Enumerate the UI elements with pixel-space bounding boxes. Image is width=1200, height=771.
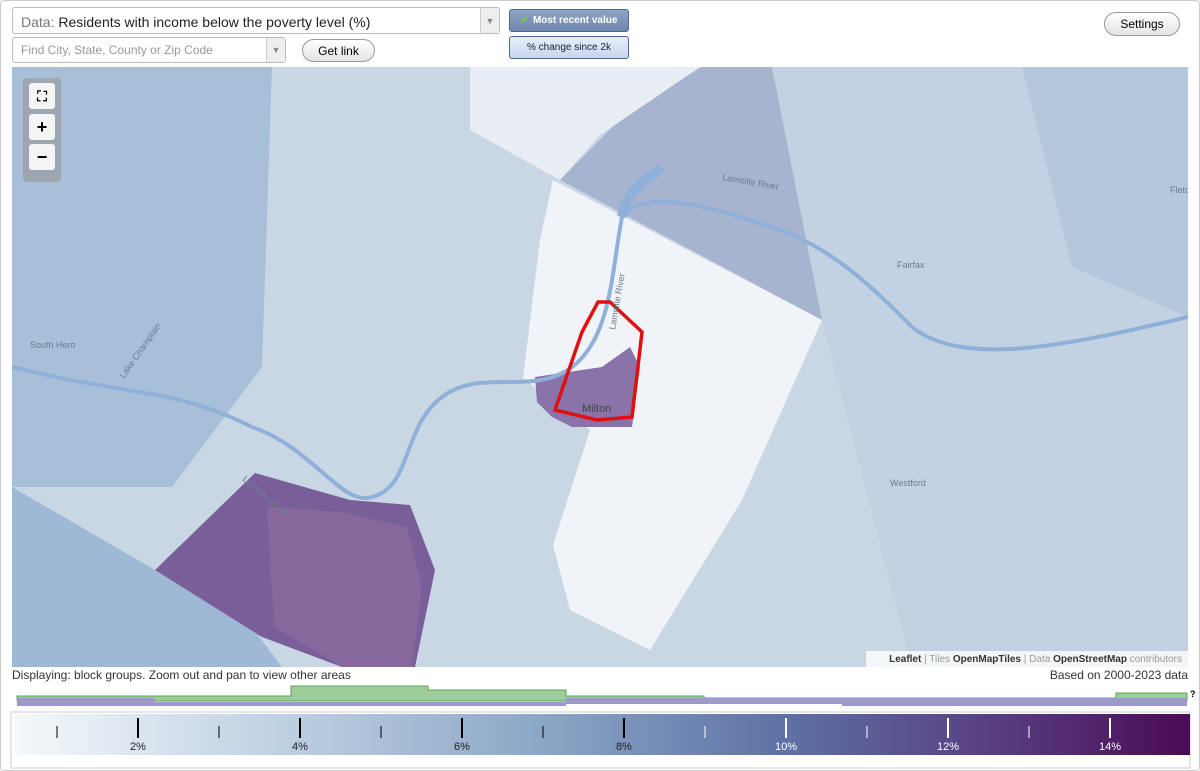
place-label: South Hero <box>30 340 76 350</box>
fullscreen-button[interactable]: ⛶ <box>29 83 55 109</box>
legend-label: 2% <box>130 741 146 753</box>
legend-label: 8% <box>616 741 632 753</box>
selected-boundary <box>552 300 644 422</box>
histogram-change <box>17 698 1187 706</box>
region <box>535 347 640 427</box>
place-label: Westford <box>890 478 926 488</box>
most-recent-toggle[interactable]: ✔ Most recent value <box>509 9 629 32</box>
legend-label: 10% <box>775 741 797 753</box>
legend-label: 14% <box>1099 741 1121 753</box>
zoom-out-button[interactable]: − <box>29 144 55 170</box>
legend-label: 4% <box>292 741 308 753</box>
data-select[interactable]: Data: Residents with income below the po… <box>12 7 500 34</box>
dropdown-arrow: ▼ <box>480 8 499 33</box>
dropdown-arrow: ▼ <box>266 38 285 62</box>
legend-label: 6% <box>454 741 470 753</box>
displaying-text: Displaying: block groups. Zoom out and p… <box>12 668 351 682</box>
river <box>12 199 1188 501</box>
data-select-text: Data: Residents with income below the po… <box>21 14 370 30</box>
data-label: Data: <box>21 14 55 30</box>
most-recent-text: Most recent value <box>532 15 618 26</box>
search-box[interactable]: Find City, State, County or Zip Code ▼ <box>12 37 286 63</box>
place-label: Fairfax <box>897 260 925 270</box>
attribution-part: | Data <box>1021 654 1053 665</box>
based-on-text: Based on 2000-2023 data <box>1049 668 1188 682</box>
zoom-in-button[interactable]: + <box>29 114 55 140</box>
region <box>267 507 422 667</box>
check-icon: ✔ <box>520 15 529 26</box>
place-label: Milton <box>582 403 611 415</box>
color-scale <box>15 714 1190 755</box>
legend-label: 12% <box>937 741 959 753</box>
search-placeholder: Find City, State, County or Zip Code <box>21 43 213 57</box>
pct-change-toggle[interactable]: % change since 2k <box>509 36 629 59</box>
attribution-part[interactable]: Leaflet <box>889 654 922 665</box>
get-link-button[interactable]: Get link <box>302 39 375 62</box>
legend: ? 2% 4% 6% 8% 10% 12% 14% <box>10 685 1196 769</box>
settings-button[interactable]: Settings <box>1104 12 1180 36</box>
attribution-part[interactable]: OpenStreetMap <box>1053 654 1127 665</box>
zoom-control: ⛶ + − <box>23 78 61 182</box>
place-label: Fletc <box>1170 185 1188 195</box>
attribution-part[interactable]: OpenMapTiles <box>953 654 1022 665</box>
attribution-part: contributors <box>1127 654 1182 665</box>
attribution-part: | Tiles <box>921 654 953 665</box>
data-value: Residents with income below the poverty … <box>58 14 371 30</box>
region <box>560 67 822 320</box>
region <box>523 180 822 650</box>
map[interactable]: South Hero Lake ChamplainMiltonFairfaxWes… <box>12 67 1188 667</box>
region <box>1022 67 1188 317</box>
attribution-bg <box>866 651 1188 667</box>
attribution: Leaflet | Tiles OpenMapTiles | Data Open… <box>889 654 1182 665</box>
region <box>12 487 282 667</box>
help-icon[interactable]: ? <box>1190 689 1196 699</box>
region <box>470 67 700 180</box>
river <box>617 163 666 219</box>
